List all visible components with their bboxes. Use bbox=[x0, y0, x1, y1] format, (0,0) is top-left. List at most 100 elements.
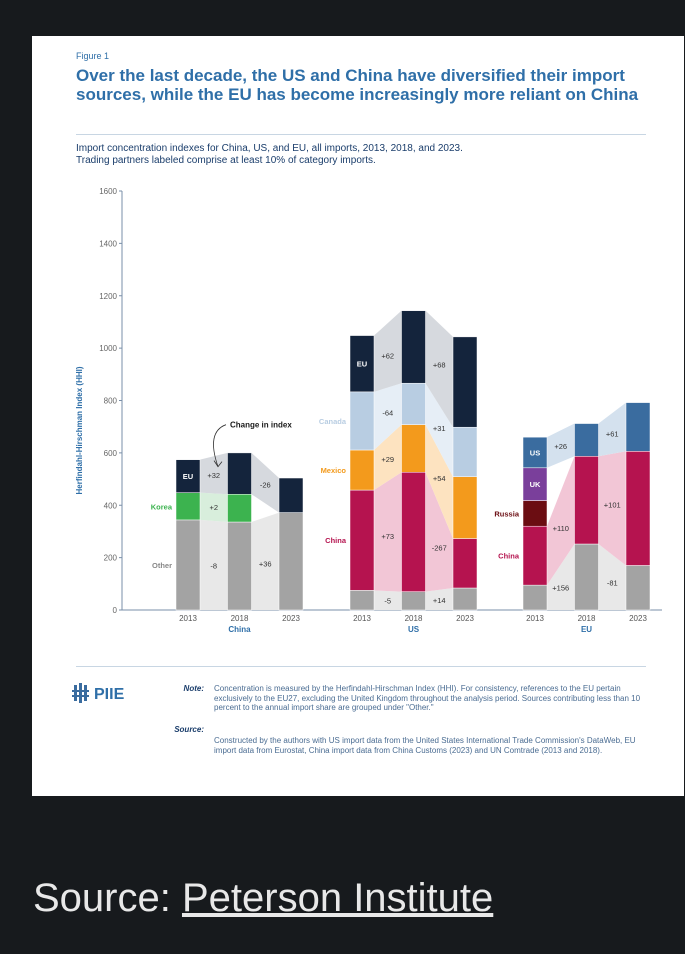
series-label-russia: Russia bbox=[494, 509, 519, 518]
note-label: Note: bbox=[183, 684, 204, 693]
source-text: Constructed by the authors with US impor… bbox=[214, 736, 636, 755]
change-label-eu: +62 bbox=[381, 351, 394, 360]
connector-mexico bbox=[425, 424, 453, 539]
connector-eu bbox=[374, 310, 402, 392]
bar-eu-2013-other bbox=[522, 584, 548, 611]
connector-china bbox=[547, 456, 575, 586]
change-label-other: -81 bbox=[607, 578, 618, 587]
x-tick-label: 2013 bbox=[179, 614, 197, 623]
connector-eu bbox=[425, 310, 453, 428]
y-tick-label: 400 bbox=[104, 501, 118, 510]
group-label-eu: EU bbox=[581, 625, 592, 634]
x-tick-label: 2018 bbox=[578, 614, 596, 623]
bar-china-2013-korea bbox=[175, 492, 201, 521]
bar-us-2013-mexico bbox=[349, 449, 375, 491]
connector-us bbox=[547, 423, 575, 468]
x-tick-label: 2023 bbox=[282, 614, 300, 623]
bar-eu-2013-china bbox=[522, 525, 548, 586]
bar-us-2013-china bbox=[349, 489, 375, 591]
bar-eu-2013-uk bbox=[522, 467, 548, 501]
change-label-us: +26 bbox=[554, 442, 567, 451]
series-label-canada: Canada bbox=[319, 417, 347, 426]
change-label-eu: +68 bbox=[433, 360, 446, 369]
x-tick-label: 2023 bbox=[629, 614, 647, 623]
y-tick-label: 600 bbox=[104, 449, 118, 458]
change-label-korea: +2 bbox=[209, 503, 218, 512]
change-label-china: +101 bbox=[604, 500, 621, 509]
note-text: Concentration is measured by the Herfind… bbox=[214, 684, 641, 712]
bar-china-2013-eu bbox=[175, 459, 201, 493]
chart-plot: 0 200 400 600 800 1000 1200 1400 1600 Herfindahl-… bbox=[75, 187, 662, 634]
bar-eu-2023-us bbox=[625, 402, 651, 452]
connector-other bbox=[251, 512, 279, 610]
logo-text: PIIE bbox=[94, 686, 125, 703]
series-label-korea: Korea bbox=[151, 502, 173, 511]
title-divider bbox=[76, 134, 646, 135]
series-label-other: Other bbox=[152, 561, 172, 570]
change-label-other: -8 bbox=[210, 561, 217, 570]
connector-canada bbox=[374, 383, 402, 450]
connector-other bbox=[547, 544, 575, 610]
series-label-eu: EU bbox=[183, 472, 193, 481]
connector-us bbox=[598, 402, 626, 457]
bar-eu-2018-other bbox=[574, 543, 599, 611]
bar-eu-2018-china bbox=[574, 456, 599, 545]
connector-eu bbox=[251, 452, 279, 513]
bar-us-2018-eu bbox=[401, 310, 426, 384]
bar-eu-2013-russia bbox=[522, 500, 548, 527]
connector-china bbox=[374, 472, 402, 592]
change-label-eu: -26 bbox=[260, 480, 271, 489]
bar-eu-2023-other bbox=[625, 565, 651, 611]
bar-us-2013-eu bbox=[349, 335, 375, 393]
bar-us-2018-other bbox=[401, 591, 426, 611]
annotation-arrow bbox=[213, 424, 227, 467]
y-tick-label: 0 bbox=[113, 606, 118, 615]
change-label-other: -5 bbox=[384, 597, 391, 606]
source-prefix: Source: bbox=[33, 876, 171, 920]
series-label-eu: EU bbox=[357, 360, 367, 369]
bar-china-2018-other bbox=[227, 521, 252, 611]
x-tick-label: 2018 bbox=[231, 614, 249, 623]
connector-china bbox=[598, 451, 626, 566]
figure-card: Figure 1 Over the last decade, the US an… bbox=[32, 36, 684, 796]
group-label-china: China bbox=[228, 625, 251, 634]
bar-us-2013-other bbox=[349, 590, 375, 611]
change-label-other: +14 bbox=[433, 596, 446, 605]
change-label-canada: +31 bbox=[433, 424, 446, 433]
bar-china-2018-korea bbox=[227, 494, 252, 523]
peterson-institute-link[interactable]: Peterson Institute bbox=[181, 876, 494, 920]
bar-us-2013-canada bbox=[349, 391, 375, 451]
connector-korea bbox=[200, 492, 228, 523]
y-tick-label: 1000 bbox=[99, 344, 117, 353]
source-caption: Source: Peterson Institute bbox=[33, 876, 493, 921]
figure-label: Figure 1 bbox=[76, 51, 110, 61]
connector-other bbox=[598, 544, 626, 610]
series-label-us: US bbox=[530, 448, 540, 457]
y-tick-label: 1200 bbox=[99, 292, 117, 301]
notes-divider bbox=[76, 666, 646, 667]
change-label-china: +110 bbox=[553, 524, 569, 533]
bar-us-2023-china bbox=[452, 538, 478, 589]
connector-other bbox=[200, 519, 228, 610]
change-label-canada: -64 bbox=[382, 408, 393, 417]
subtitle-line-2: Trading partners labeled comprise at lea… bbox=[76, 155, 376, 166]
y-tick-label: 1600 bbox=[99, 187, 117, 196]
change-label-other: +36 bbox=[259, 560, 272, 569]
change-label-china: +73 bbox=[381, 532, 394, 541]
series-label-china: China bbox=[325, 536, 347, 545]
x-tick-label: 2013 bbox=[526, 614, 544, 623]
piie-logo: PIIE bbox=[72, 683, 125, 703]
y-tick-label: 1400 bbox=[99, 239, 117, 248]
bar-us-2023-eu bbox=[452, 336, 478, 428]
change-label-us: +61 bbox=[606, 429, 619, 438]
bar-china-2013-other bbox=[175, 519, 201, 611]
series-label-mexico: Mexico bbox=[321, 466, 347, 475]
source-label: Source: bbox=[174, 725, 204, 734]
x-tick-label: 2023 bbox=[456, 614, 474, 623]
connector-other bbox=[425, 588, 453, 610]
bar-eu-2018-us bbox=[574, 423, 599, 457]
bar-us-2018-mexico bbox=[401, 424, 426, 473]
change-label-china: -267 bbox=[432, 544, 447, 553]
bar-us-2023-canada bbox=[452, 426, 478, 477]
change-label-eu: +32 bbox=[207, 471, 220, 480]
